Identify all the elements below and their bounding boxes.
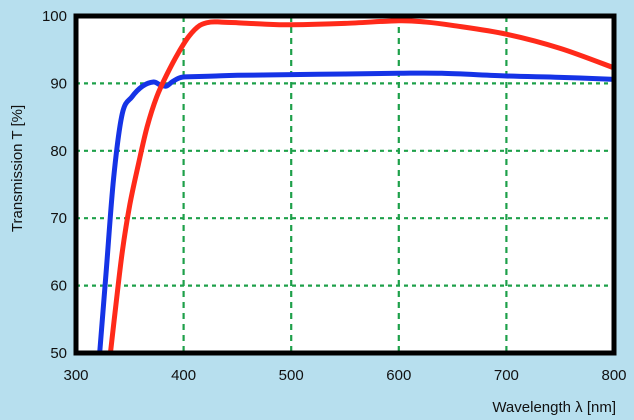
x-tick-label-300: 300 <box>63 367 88 384</box>
y-tick-label-50: 50 <box>50 345 67 362</box>
series-lines <box>97 18 614 353</box>
y-tick-label-80: 80 <box>50 143 67 160</box>
x-axis-title: Wavelength λ [nm] <box>492 399 616 416</box>
x-tick-label-500: 500 <box>279 367 304 384</box>
y-tick-label-60: 60 <box>50 278 67 295</box>
x-tick-label-400: 400 <box>171 367 196 384</box>
x-tick-label-800: 800 <box>601 367 626 384</box>
y-tick-label-100: 100 <box>42 8 67 25</box>
y-tick-label-70: 70 <box>50 210 67 227</box>
series-line-1 <box>107 18 614 353</box>
x-tick-label-700: 700 <box>494 367 519 384</box>
x-tick-label-600: 600 <box>386 367 411 384</box>
y-axis-title: Transmission T [%] <box>9 105 26 232</box>
y-tick-label-90: 90 <box>50 75 67 92</box>
series-line-0 <box>97 70 614 353</box>
plot-area <box>76 16 614 353</box>
tick-labels: 300 400 500 600 700 800 50 60 70 80 90 100 <box>42 8 627 384</box>
plot-frame <box>73 13 617 356</box>
